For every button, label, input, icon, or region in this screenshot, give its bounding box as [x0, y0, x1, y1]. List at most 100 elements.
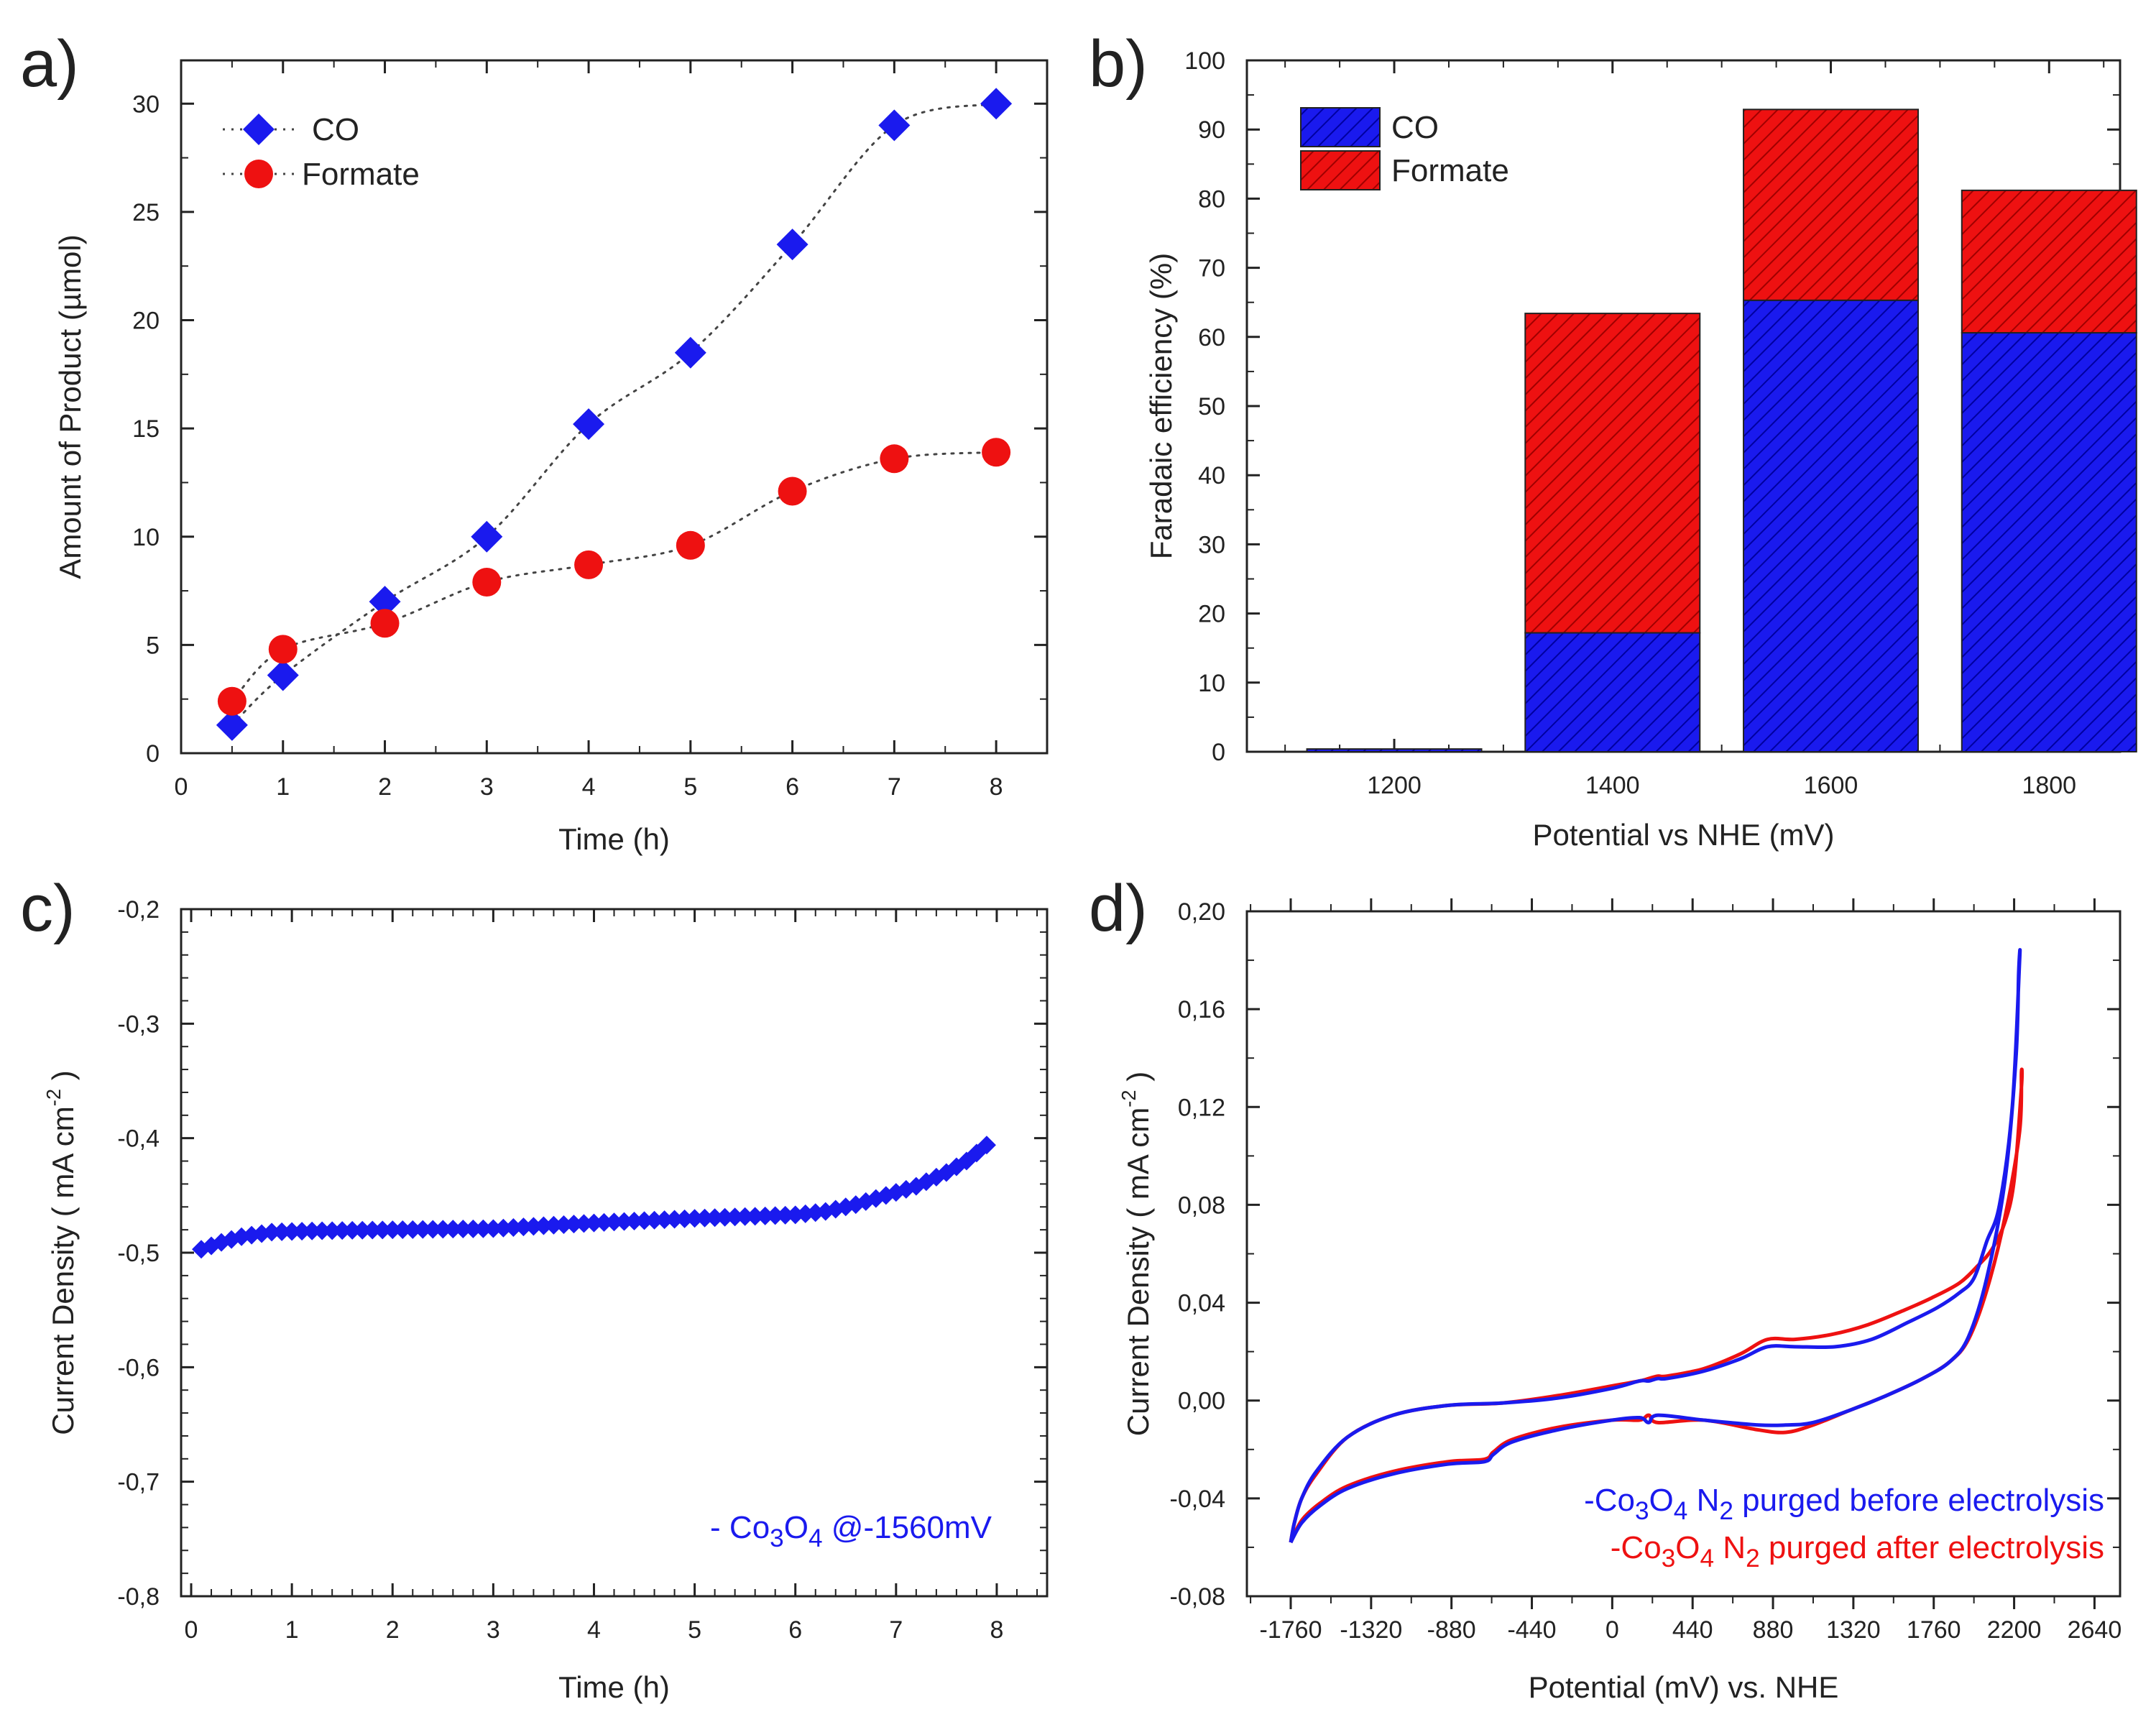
panel-d-legend-part: 4 — [1674, 1497, 1688, 1525]
panel-c-point — [614, 1212, 634, 1231]
panel-a-plot-frame — [180, 59, 1049, 755]
panel-c-point — [262, 1223, 282, 1242]
panel-c-point — [423, 1220, 443, 1239]
panel-c-point — [403, 1220, 423, 1239]
panel-c-point — [514, 1217, 533, 1237]
panel-a-formate-point — [370, 609, 400, 638]
panel-d-legend-part: purged after electrolysis — [1760, 1530, 2104, 1565]
panel-a-xtick-label: 1 — [276, 773, 290, 801]
panel-c-point — [645, 1210, 664, 1230]
panel-d-ytick-label: 0,08 — [1178, 1192, 1225, 1219]
panel-d-xtick-label: -1760 — [1260, 1616, 1322, 1644]
panel-c-point — [544, 1215, 563, 1235]
panel-a-ytick-label: 0 — [146, 740, 160, 768]
panel-c-ytick-label: -0,6 — [117, 1354, 160, 1381]
panel-c-point — [625, 1212, 644, 1231]
panel-c-point — [604, 1212, 624, 1232]
panel-d-ytick-label: 0,16 — [1178, 996, 1225, 1023]
panel-c-plot-frame — [180, 908, 1049, 1598]
panel-d-xtick-label: 1320 — [1826, 1616, 1881, 1644]
panel-c-point — [665, 1210, 684, 1229]
panel-c-ytick-label: -0,8 — [117, 1583, 160, 1611]
panel-c-xtick-label: 8 — [990, 1616, 1003, 1644]
panel-a-xtick-label: 8 — [990, 773, 1003, 801]
panel-d-ytick-label: -0,08 — [1170, 1583, 1226, 1611]
panel-b-ytick-label: 80 — [1198, 185, 1225, 213]
panel-a-co-point — [267, 659, 299, 691]
panel-a-series-1-line — [231, 451, 998, 703]
panel-b-bar-formate-1400 — [1524, 313, 1701, 634]
panel-d-ytick-label: 0,20 — [1178, 898, 1225, 926]
panel-a-co-point — [573, 408, 605, 441]
panel-d-ylabel-sup: -2 — [1118, 1090, 1140, 1107]
panel-b-xtick-label: 1200 — [1367, 772, 1422, 799]
panel-a-xtick-label: 2 — [378, 773, 392, 801]
panel-c-point — [413, 1220, 433, 1239]
panel-d-legend-part: -Co — [1584, 1483, 1635, 1518]
panel-a-legend-co-label: CO — [312, 112, 359, 147]
panel-c-point — [755, 1206, 775, 1225]
panel-c-point — [474, 1219, 493, 1238]
panel-b-bar-co-1800 — [1961, 332, 2137, 752]
panel-c-point — [524, 1217, 543, 1236]
panel-c-legend-part: O — [784, 1510, 808, 1545]
panel-d-xtick-label: 2640 — [2068, 1616, 2122, 1644]
panel-c-point — [353, 1220, 372, 1240]
panel-c-xtick-label: 7 — [889, 1616, 903, 1644]
panel-c-point — [443, 1220, 463, 1239]
panel-b-ytick-label: 20 — [1198, 601, 1225, 628]
panel-b-xtick-label: 1400 — [1585, 772, 1640, 799]
panel-a-ytick-label: 10 — [132, 524, 160, 551]
panel-c-point — [695, 1208, 714, 1228]
panel-b-ytick-label: 100 — [1184, 47, 1225, 75]
panel-a-co-point — [980, 88, 1013, 120]
panel-d-legend-label-1: -Co3O4 N2 purged after electrolysis — [1611, 1530, 2104, 1573]
panel-b-ytick-label: 70 — [1198, 255, 1225, 282]
panel-d-ytick-label: -0,04 — [1170, 1486, 1226, 1513]
panel-a-xtick-label: 5 — [683, 773, 697, 801]
panel-d-legend-part: 2 — [1746, 1544, 1760, 1573]
panel-a-ytick-label: 5 — [146, 632, 160, 659]
panel-c-point — [343, 1220, 362, 1240]
panel-d-legend-part: -Co — [1611, 1530, 1662, 1565]
panel-d-legend-part: 4 — [1700, 1544, 1715, 1573]
panel-c-ylabel: Current Density ( mA cm-2 ) — [42, 1070, 80, 1435]
panel-d-xtick-label: -880 — [1427, 1616, 1476, 1644]
panel-c-point — [725, 1207, 745, 1227]
panel-b-ytick-label: 10 — [1198, 670, 1225, 697]
panel-c-point — [745, 1207, 765, 1226]
panel-a-formate-point — [574, 550, 604, 579]
panel-c-point — [464, 1219, 483, 1238]
panel-a-xtick-label: 6 — [786, 773, 799, 801]
panel-label-b: b) — [1089, 27, 1148, 101]
panel-c-ylabel-main: Current Density ( mA cm — [46, 1106, 80, 1435]
panel-c-point — [333, 1221, 352, 1240]
panel-c-ytick-label: -0,7 — [117, 1469, 160, 1496]
panel-c-point — [715, 1207, 734, 1227]
panel-label-d: d) — [1089, 872, 1148, 945]
panel-a-co-point — [471, 520, 503, 553]
panel-c-ytick-label: -0,3 — [117, 1010, 160, 1038]
panel-d-legend-part: N — [1714, 1530, 1746, 1565]
panel-a-formate-point — [217, 686, 247, 716]
panel-b-legend-co-swatch — [1300, 107, 1381, 147]
panel-d-legend-label-0: -Co3O4 N2 purged before electrolysis — [1584, 1483, 2104, 1525]
panel-c-point — [675, 1209, 694, 1228]
panel-b-ylabel: Faradaic efficiency (%) — [1144, 253, 1178, 559]
panel-c-chart: 0 1 2 3 4 5 6 7 8-0,8-0,7-0,6-0,5-0,4-0,3-0,2Tim… — [42, 896, 1049, 1704]
panel-c-point — [363, 1220, 382, 1240]
panel-c-point — [373, 1220, 392, 1240]
panel-b-ytick-label: 40 — [1198, 462, 1225, 489]
panel-a-co-point — [216, 709, 248, 741]
panel-c-xtick-label: 2 — [386, 1616, 400, 1644]
panel-c-point — [977, 1136, 996, 1155]
panel-c-ylabel-sup: -2 — [42, 1089, 65, 1106]
panel-c-point — [303, 1221, 322, 1240]
panel-a-co-point — [878, 109, 911, 142]
panel-label-a: a) — [20, 27, 79, 101]
panel-d-xtick-label: -1320 — [1340, 1616, 1402, 1644]
panel-a-legend-formate-marker — [244, 160, 273, 188]
panel-d-xtick-label: -440 — [1507, 1616, 1556, 1644]
panel-b-legend-formate-label: Formate — [1391, 153, 1509, 188]
